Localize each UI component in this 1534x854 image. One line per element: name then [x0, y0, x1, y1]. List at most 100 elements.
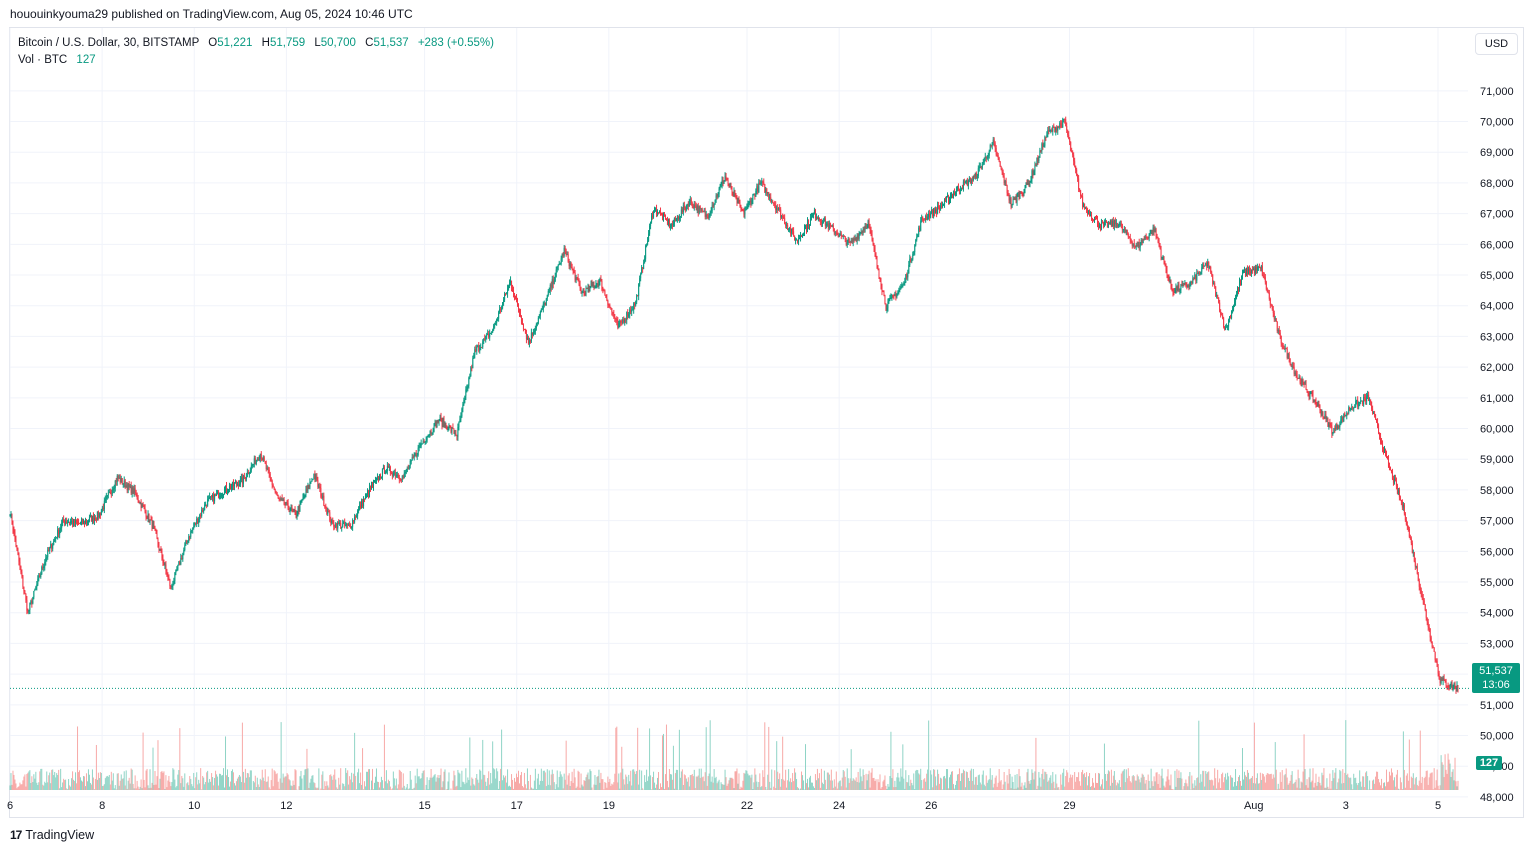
volume-bar — [741, 787, 743, 790]
candle-body — [457, 427, 459, 437]
candle-body — [1032, 171, 1034, 176]
candle — [816, 216, 818, 220]
candle-body — [758, 182, 760, 192]
volume-bar — [113, 788, 115, 790]
candle-body — [292, 509, 294, 511]
candle — [410, 459, 412, 465]
candle-body — [443, 418, 445, 426]
candle-body — [34, 589, 36, 591]
candle — [214, 493, 216, 504]
volume-bar — [380, 776, 382, 790]
candle-body — [1013, 199, 1015, 201]
candle — [379, 473, 381, 480]
volume-bar — [1016, 774, 1018, 790]
volume-bar — [580, 773, 582, 790]
candle-body — [1003, 176, 1005, 184]
volume-bar — [388, 781, 390, 790]
volume-bar — [420, 778, 422, 790]
volume-bar — [982, 770, 984, 790]
volume-bar — [1141, 773, 1143, 790]
candle — [1025, 182, 1027, 189]
volume-bar — [591, 787, 593, 790]
volume-bar — [1273, 777, 1275, 790]
volume-bar — [781, 778, 783, 790]
candle — [571, 263, 573, 271]
volume-bar — [464, 784, 466, 790]
candle-body — [445, 423, 447, 426]
candle — [1161, 256, 1163, 260]
candle-body — [334, 526, 336, 528]
candle-body — [103, 500, 105, 510]
candle-body — [483, 338, 485, 342]
candle — [739, 199, 741, 208]
candle — [187, 540, 189, 545]
volume-bar — [1312, 768, 1314, 790]
candle — [244, 476, 246, 482]
volume-bar — [952, 784, 954, 790]
volume-bar — [1108, 771, 1110, 790]
candle-body — [208, 498, 210, 500]
candle-body — [816, 217, 818, 219]
candle-body — [358, 508, 360, 511]
volume-bar — [996, 786, 998, 790]
candle-body — [505, 294, 507, 296]
volume-bar — [443, 771, 445, 790]
candle-body — [1078, 178, 1080, 190]
volume-bar — [485, 781, 487, 790]
candle-body — [775, 205, 777, 210]
volume-bar — [721, 784, 723, 790]
candle — [745, 206, 747, 211]
candle-body — [957, 186, 959, 190]
candle-body — [977, 168, 979, 176]
volume-bar — [1431, 772, 1433, 790]
volume-bar — [636, 771, 638, 790]
candle-body — [387, 465, 389, 468]
candle — [318, 483, 320, 489]
candle-body — [647, 240, 649, 245]
volume-bar — [660, 783, 662, 790]
candle-body — [385, 470, 387, 472]
volume-bar — [824, 779, 826, 790]
candle — [736, 195, 738, 207]
volume-bar — [1372, 780, 1374, 790]
candle-body — [206, 504, 208, 506]
candle — [558, 260, 560, 266]
candle — [44, 559, 46, 571]
candle-body — [902, 285, 904, 287]
candle-body — [706, 214, 708, 217]
candle — [432, 427, 434, 435]
candle-body — [1142, 239, 1144, 244]
volume-bar — [231, 769, 233, 790]
candle — [424, 441, 426, 445]
volume-bar — [144, 787, 146, 790]
candle-body — [537, 317, 539, 324]
volume-bar — [1210, 780, 1212, 790]
candle-body — [320, 487, 322, 497]
volume-bar — [496, 768, 498, 790]
candle-body — [554, 276, 556, 281]
candle — [1051, 127, 1053, 133]
candle-body — [222, 494, 224, 496]
candle-body — [485, 335, 487, 339]
candle — [940, 202, 942, 211]
volume-bar — [1260, 779, 1262, 790]
candle — [1015, 194, 1017, 204]
candle-body — [541, 309, 543, 311]
candle-body — [638, 284, 640, 296]
volume-bar — [408, 788, 410, 790]
volume-bar — [57, 774, 59, 790]
volume-bar — [1180, 772, 1182, 790]
volume-bar — [903, 778, 905, 790]
volume-bar — [1249, 778, 1251, 790]
candle — [900, 283, 902, 290]
volume-bar — [82, 776, 84, 790]
candle — [826, 221, 828, 227]
volume-bar — [362, 748, 364, 790]
volume-bar — [596, 776, 598, 790]
volume-bar — [1423, 778, 1425, 790]
candle — [913, 250, 915, 256]
candle — [889, 294, 891, 302]
candle — [164, 562, 166, 570]
volume-bar — [401, 787, 403, 790]
